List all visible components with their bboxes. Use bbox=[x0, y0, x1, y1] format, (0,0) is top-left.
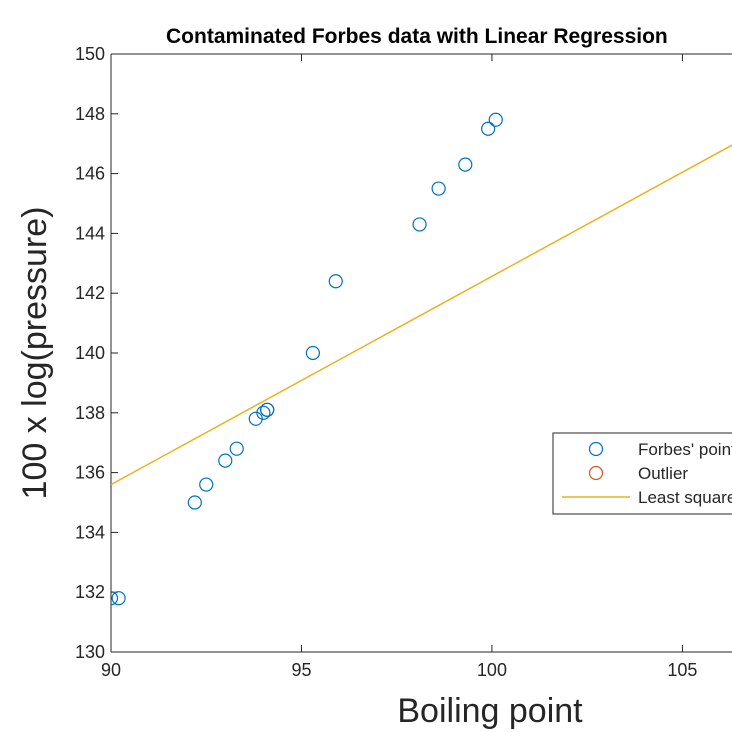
data-point-forbes-points bbox=[199, 477, 214, 492]
y-tick-label: 136 bbox=[75, 463, 105, 483]
plot-area: 130 132 134 136 138 140 142 144 146 148 150 90 95 10… bbox=[75, 44, 732, 680]
legend-marker-outlier bbox=[588, 465, 604, 481]
legend-marker-forbes-points bbox=[588, 441, 604, 457]
y-tick-label: 144 bbox=[75, 223, 105, 243]
data-point-forbes-points bbox=[305, 345, 321, 361]
data-point-forbes-points bbox=[256, 405, 271, 420]
data-point-forbes-points bbox=[111, 591, 119, 606]
data-point-forbes-points bbox=[412, 217, 427, 232]
series-line-least-squares bbox=[111, 144, 732, 486]
chart-title: Contaminated Forbes data with Linear Reg… bbox=[166, 25, 668, 48]
y-tick-label: 142 bbox=[75, 283, 105, 303]
x-tick-label: 95 bbox=[291, 660, 311, 680]
y-tick-label: 150 bbox=[75, 44, 105, 64]
y-ticks: 130 132 134 136 138 140 142 144 146 148 150 bbox=[75, 44, 118, 662]
legend-label-outlier: Outlier bbox=[638, 464, 688, 483]
y-tick-label: 132 bbox=[75, 582, 105, 602]
y-tick-label: 138 bbox=[75, 403, 105, 423]
x-axis-label: Boiling point bbox=[397, 692, 583, 730]
data-point-forbes-points bbox=[488, 112, 503, 127]
legend: Forbes' points Outlier Least squares bbox=[552, 432, 732, 515]
legend-box bbox=[552, 432, 732, 515]
x-tick-label: 90 bbox=[101, 660, 121, 680]
y-tick-label: 146 bbox=[75, 164, 105, 184]
data-point-forbes-points bbox=[328, 274, 343, 289]
y-tick-label: 130 bbox=[75, 642, 105, 662]
data-point-forbes-points bbox=[218, 453, 233, 468]
data-point-forbes-points bbox=[458, 157, 473, 172]
y-axis-label: 100 x log(pressure) bbox=[16, 207, 54, 500]
y-tick-label: 140 bbox=[75, 343, 105, 363]
data-point-forbes-points bbox=[481, 121, 496, 136]
data-point-forbes-points bbox=[111, 591, 126, 606]
legend-label-forbes-points: Forbes' points bbox=[638, 440, 732, 459]
x-tick-label: 100 bbox=[477, 660, 507, 680]
x-ticks: 90 95 100 105 bbox=[101, 54, 697, 680]
series-layer bbox=[111, 112, 732, 606]
y-tick-label: 134 bbox=[75, 522, 105, 542]
y-tick-label: 148 bbox=[75, 104, 105, 124]
data-point-forbes-points bbox=[187, 495, 202, 510]
data-point-forbes-points bbox=[431, 181, 446, 196]
x-tick-label: 105 bbox=[667, 660, 697, 680]
legend-label-least-squares: Least squares bbox=[638, 488, 732, 507]
data-point-forbes-points bbox=[260, 402, 275, 417]
data-point-forbes-points bbox=[229, 441, 244, 456]
